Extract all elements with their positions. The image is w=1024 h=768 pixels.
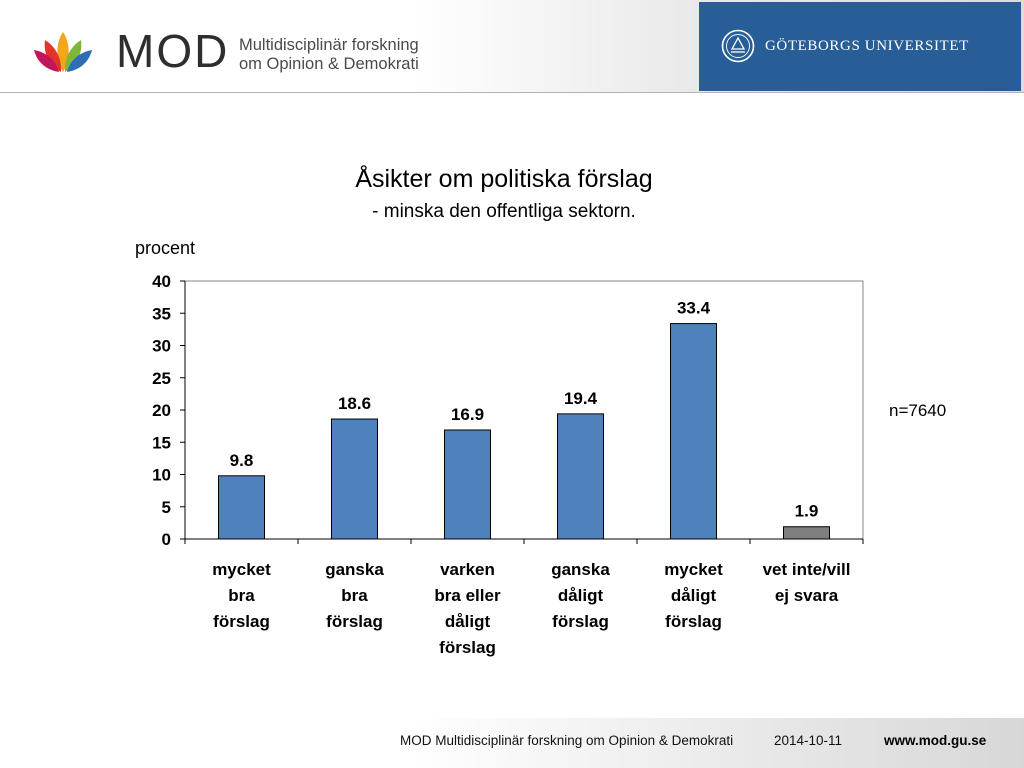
y-axis-label: procent [135, 238, 196, 258]
y-tick-label: 0 [162, 530, 171, 549]
x-category-label-line: mycket [212, 560, 271, 579]
bar [331, 418, 378, 540]
footer-website-link[interactable]: www.mod.gu.se [884, 733, 987, 748]
university-seal-icon [721, 29, 755, 63]
footer-bar: MOD Multidisciplinär forskning om Opinio… [0, 718, 1024, 768]
mod-wordmark: MOD [116, 25, 230, 77]
x-category-label-line: ganska [551, 560, 610, 579]
y-tick-label: 10 [152, 466, 171, 485]
chart-title: Åsikter om politiska förslag [355, 165, 653, 193]
footer-organization: MOD Multidisciplinär forskning om Opinio… [400, 733, 734, 748]
x-category-label: mycket bra förslag [212, 560, 271, 631]
bar [557, 413, 604, 540]
x-category-label: ganska dåligt förslag [551, 560, 610, 631]
x-category-label-line: förslag [665, 612, 722, 631]
data-label: 19.4 [564, 389, 598, 408]
y-tick-label: 25 [152, 369, 171, 388]
y-tick-label: 5 [162, 498, 171, 517]
x-category-label: ganska bra förslag [325, 560, 384, 631]
university-logo-box: GÖTEBORGS UNIVERSITET [699, 2, 1021, 91]
bar [670, 323, 717, 540]
university-name: GÖTEBORGS UNIVERSITET [765, 38, 969, 54]
x-category-label-line: förslag [439, 638, 496, 657]
x-category-label: vet inte/vill ej svara [763, 560, 851, 605]
bar [218, 475, 265, 540]
y-tick-label: 35 [152, 304, 171, 323]
x-category-label-line: mycket [664, 560, 723, 579]
x-category-label-line: vet inte/vill [763, 560, 851, 579]
plot-area-frame [184, 280, 864, 540]
x-category-label-line: varken [440, 560, 495, 579]
y-tick-label: 40 [152, 272, 171, 291]
header-banner: MOD Multidisciplinär forskning om Opinio… [0, 0, 1024, 93]
data-label: 16.9 [451, 405, 484, 424]
x-category-label-line: ganska [325, 560, 384, 579]
sample-size-annotation: n=7640 [889, 401, 947, 420]
mod-flower-logo-icon [34, 32, 92, 72]
bar [444, 429, 491, 540]
x-category-label-line: ej svara [775, 586, 839, 605]
x-category-label-line: dåligt [558, 586, 604, 605]
bar [783, 526, 830, 540]
y-tick-label: 20 [152, 401, 171, 420]
x-category-label: varken bra eller dåligt förslag [434, 560, 501, 657]
x-category-label: mycket dåligt förslag [664, 560, 723, 631]
data-label: 33.4 [677, 299, 711, 318]
x-category-label-line: bra [228, 586, 255, 605]
data-label: 18.6 [338, 394, 371, 413]
data-label: 9.8 [230, 451, 254, 470]
y-tick-label: 30 [152, 337, 171, 356]
x-category-label-line: förslag [552, 612, 609, 631]
x-category-label-line: dåligt [671, 586, 717, 605]
x-category-label-line: förslag [213, 612, 270, 631]
x-category-label-line: bra [341, 586, 368, 605]
mod-tagline-line2: om Opinion & Demokrati [239, 55, 419, 73]
footer-date: 2014-10-11 [774, 733, 843, 748]
x-category-label-line: bra eller [434, 586, 501, 605]
chart-subtitle: - minska den offentliga sektorn. [372, 201, 636, 222]
data-label: 1.9 [795, 502, 819, 521]
mod-tagline-line1: Multidisciplinär forskning [239, 36, 419, 54]
y-tick-label: 15 [152, 433, 171, 452]
x-category-label-line: dåligt [445, 612, 491, 631]
x-category-label-line: förslag [326, 612, 383, 631]
